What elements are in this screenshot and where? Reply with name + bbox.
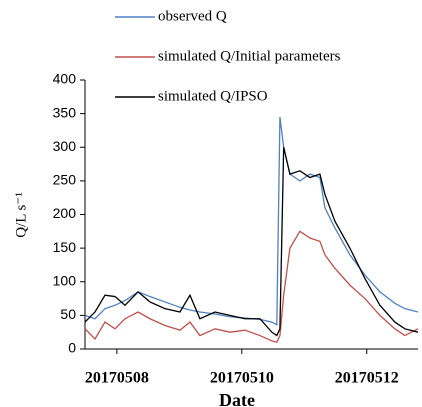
x-tick-label: 20170508: [85, 370, 149, 387]
y-tick-label: 300: [53, 138, 77, 154]
legend-label: simulated Q/IPSO: [158, 88, 268, 104]
series-line: [84, 147, 419, 337]
y-tick-label: 50: [60, 306, 76, 322]
y-tick-label: 100: [53, 272, 77, 288]
y-tick-label: 400: [53, 71, 77, 87]
legend-label: observed Q: [158, 8, 227, 24]
x-axis-label: Date: [219, 390, 255, 407]
x-tick-label: 20170510: [210, 370, 274, 387]
y-axis-label: Q/L s⁻¹: [13, 192, 29, 238]
y-tick-label: 350: [53, 104, 77, 120]
series-line: [84, 116, 419, 326]
y-tick-label: 250: [53, 172, 77, 188]
y-tick-label: 0: [68, 340, 76, 356]
y-tick-label: 200: [53, 205, 77, 221]
series-line: [84, 230, 419, 344]
legend-label: simulated Q/Initial parameters: [158, 48, 341, 64]
x-tick-label: 20170512: [335, 370, 399, 387]
y-tick-label: 150: [53, 239, 77, 255]
